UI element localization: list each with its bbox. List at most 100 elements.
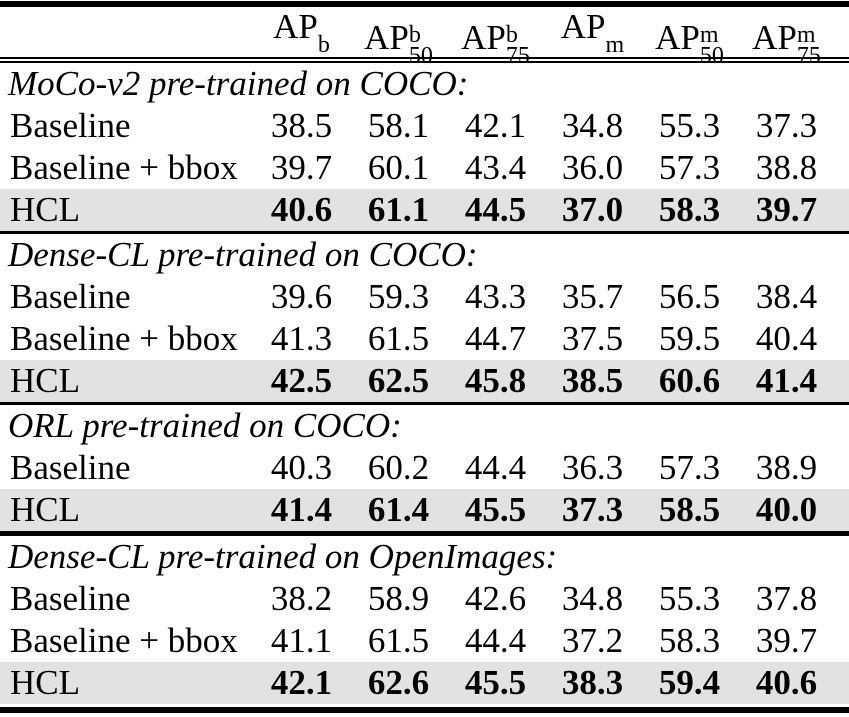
section-header: MoCo-v2 pre-trained on COCO: xyxy=(0,63,849,105)
metric-value: 37.0 xyxy=(561,190,624,229)
section-header: ORL pre-trained on COCO: xyxy=(0,405,849,447)
metric-value: 39.6 xyxy=(270,277,333,316)
metric-subscript: 75 xyxy=(796,42,821,69)
metric-value: 38.3 xyxy=(561,663,624,702)
metric-value: 39.7 xyxy=(270,148,333,187)
metric-value: 38.5 xyxy=(561,361,624,400)
metric-value: 41.4 xyxy=(270,490,333,529)
metric-value: 38.4 xyxy=(755,277,818,316)
metric-value: 38.5 xyxy=(270,106,333,145)
metric-name: AP b 75 xyxy=(461,17,530,69)
metric-value: 59.4 xyxy=(658,663,721,702)
metric-value: 36.0 xyxy=(561,148,624,187)
metric-value: 57.3 xyxy=(658,448,721,487)
metric-subscript: 50 xyxy=(699,42,724,69)
metric-value: 39.7 xyxy=(755,190,818,229)
bottom-rule xyxy=(0,707,849,713)
metric-value: 61.5 xyxy=(367,621,430,660)
metric-value: 36.3 xyxy=(561,448,624,487)
metric-name: AP b 50 xyxy=(364,17,433,69)
metric-value: 42.6 xyxy=(464,579,527,618)
metric-superscript: b xyxy=(505,21,518,48)
column-header: AP m xyxy=(544,7,641,77)
metric-value: 60.6 xyxy=(658,361,721,400)
metric-value: 38.9 xyxy=(755,448,818,487)
table-row: Baseline 38.2 58.9 42.6 34.8 55.3 37.8 xyxy=(0,578,849,620)
metric-value: 62.5 xyxy=(367,361,430,400)
metric-name: AP m 75 xyxy=(752,17,821,69)
metric-value: 45.5 xyxy=(464,490,527,529)
metric-value: 39.7 xyxy=(755,621,818,660)
metric-value: 35.7 xyxy=(561,277,624,316)
metric-value: 45.5 xyxy=(464,663,527,702)
metric-value: 34.8 xyxy=(561,579,624,618)
metric-value: 60.2 xyxy=(367,448,430,487)
metric-value: 58.9 xyxy=(367,579,430,618)
table-row-highlighted: HCL 40.6 61.1 44.5 37.0 58.3 39.7 xyxy=(0,189,849,231)
row-label: Baseline + bbox xyxy=(10,319,238,358)
metric-superscript: m xyxy=(605,32,625,58)
metric-value: 40.0 xyxy=(755,490,818,529)
metric-value: 57.3 xyxy=(658,148,721,187)
column-header: AP b xyxy=(253,7,350,77)
metric-value: 42.1 xyxy=(270,663,333,702)
metric-value: 40.6 xyxy=(755,663,818,702)
metric-value: 37.3 xyxy=(755,106,818,145)
section-rule xyxy=(0,531,849,536)
section-title: ORL pre-trained on COCO: xyxy=(8,406,402,445)
metric-name: AP m xyxy=(561,7,624,57)
table-row-highlighted: HCL 41.4 61.4 45.5 37.3 58.5 40.0 xyxy=(0,489,849,531)
metric-value: 40.4 xyxy=(755,319,818,358)
section-header: Dense-CL pre-trained on COCO: xyxy=(0,234,849,276)
metric-value: 37.5 xyxy=(561,319,624,358)
section-title: Dense-CL pre-trained on COCO: xyxy=(8,235,478,274)
metric-value: 34.8 xyxy=(561,106,624,145)
metric-value: 41.4 xyxy=(755,361,818,400)
metric-value: 58.3 xyxy=(658,621,721,660)
metric-value: 43.4 xyxy=(464,148,527,187)
row-label: HCL xyxy=(10,190,80,229)
row-label: HCL xyxy=(10,490,80,529)
column-header: AP b 50 xyxy=(350,17,447,69)
metric-subscript: 75 xyxy=(505,42,530,69)
metric-value: 38.2 xyxy=(270,579,333,618)
metric-superscript: m xyxy=(699,21,719,48)
metric-value: 37.2 xyxy=(561,621,624,660)
table-row: Baseline + bbox 41.3 61.5 44.7 37.5 59.5 40.4 xyxy=(0,318,849,360)
metric-value: 44.7 xyxy=(464,319,527,358)
metric-value: 61.5 xyxy=(367,319,430,358)
row-label: Baseline xyxy=(10,448,131,487)
metric-value: 59.3 xyxy=(367,277,430,316)
metric-name: AP b xyxy=(273,7,330,57)
row-label: Baseline + bbox xyxy=(10,148,238,187)
metric-superscript: b xyxy=(317,32,330,58)
metric-value: 58.1 xyxy=(367,106,430,145)
section-rule xyxy=(0,231,849,234)
metric-value: 55.3 xyxy=(658,579,721,618)
table-row-highlighted: HCL 42.1 62.6 45.5 38.3 59.4 40.6 xyxy=(0,662,849,704)
metric-value: 40.3 xyxy=(270,448,333,487)
table-row-highlighted: HCL 42.5 62.5 45.8 38.5 60.6 41.4 xyxy=(0,360,849,402)
metric-value: 58.3 xyxy=(658,190,721,229)
table-row: Baseline 40.3 60.2 44.4 36.3 57.3 38.9 xyxy=(0,447,849,489)
table-row: Baseline + bbox 39.7 60.1 43.4 36.0 57.3 38.8 xyxy=(0,147,849,189)
metric-value: 55.3 xyxy=(658,106,721,145)
table-body: MoCo-v2 pre-trained on COCO: Baseline 38.5… xyxy=(0,63,849,704)
metric-value: 41.3 xyxy=(270,319,333,358)
metric-name: AP m 50 xyxy=(655,17,724,69)
table-row: Baseline + bbox 41.1 61.5 44.4 37.2 58.3 39.7 xyxy=(0,620,849,662)
header-rule xyxy=(0,57,849,63)
top-rule xyxy=(0,1,849,7)
metric-value: 37.8 xyxy=(755,579,818,618)
row-label: HCL xyxy=(10,663,80,702)
metric-value: 61.1 xyxy=(367,190,430,229)
section-title: MoCo-v2 pre-trained on COCO: xyxy=(8,64,469,103)
row-label: Baseline xyxy=(10,579,131,618)
section-title: Dense-CL pre-trained on OpenImages: xyxy=(8,537,558,576)
metric-value: 40.6 xyxy=(270,190,333,229)
row-label: Baseline + bbox xyxy=(10,621,238,660)
metric-value: 37.3 xyxy=(561,490,624,529)
column-header: AP m 50 xyxy=(641,17,738,69)
metric-superscript: b xyxy=(408,21,421,48)
